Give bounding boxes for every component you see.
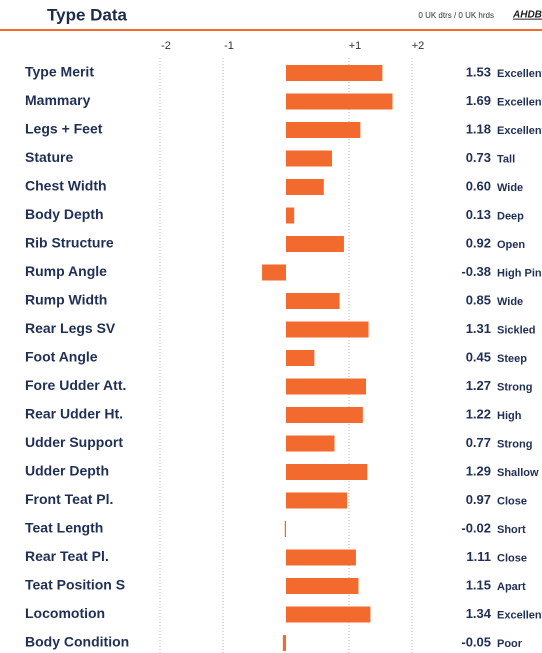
bar: [286, 378, 367, 395]
logo: AHDB: [512, 10, 542, 21]
value-label: -0.05: [461, 634, 491, 649]
x-tick-label: +1: [349, 40, 362, 52]
row-label: Locomotion: [25, 605, 105, 621]
row-label: Rump Angle: [25, 263, 107, 279]
descriptor: Strong: [497, 438, 532, 450]
descriptor: Tall: [497, 153, 515, 165]
descriptor: Sickled: [497, 324, 536, 336]
bar: [286, 207, 295, 224]
row-label: Rear Legs SV: [25, 320, 116, 336]
bar: [286, 407, 363, 423]
value-label: 0.73: [466, 150, 491, 165]
bar: [286, 321, 369, 338]
row-label: Rear Udder Ht.: [25, 406, 123, 422]
row-label: Udder Depth: [25, 463, 109, 479]
descriptor: Wide: [497, 182, 523, 194]
row-label: Rib Structure: [25, 235, 114, 251]
x-tick-label: -2: [161, 40, 171, 52]
value-label: 1.27: [466, 378, 491, 393]
bar: [286, 606, 371, 623]
descriptor: Excellent: [497, 96, 542, 108]
bar: [286, 65, 383, 81]
value-label: 1.15: [466, 577, 491, 592]
row-label: Front Teat Pl.: [25, 491, 113, 507]
bar: [286, 122, 361, 138]
row-label: Udder Support: [25, 434, 123, 450]
descriptor: Apart: [497, 581, 526, 593]
value-label: 1.34: [466, 606, 492, 621]
value-label: 1.11: [466, 549, 491, 564]
bar: [284, 521, 286, 537]
value-label: -0.38: [461, 264, 491, 279]
row-label: Chest Width: [25, 178, 107, 194]
bar: [286, 435, 335, 452]
descriptor: Close: [497, 552, 527, 564]
descriptor: Excellent: [497, 609, 542, 621]
subtitle: 0 UK dtrs / 0 UK hrds: [418, 11, 494, 20]
value-label: 0.77: [466, 435, 491, 450]
value-label: 0.45: [466, 349, 491, 364]
descriptor: Close: [497, 495, 527, 507]
value-label: 0.85: [466, 292, 491, 307]
value-label: 0.13: [466, 207, 491, 222]
bar: [286, 236, 344, 252]
bar: [286, 350, 315, 366]
descriptor: Deep: [497, 210, 524, 222]
value-label: 1.22: [466, 406, 491, 421]
descriptor: Poor: [497, 638, 523, 650]
bar: [286, 293, 340, 309]
header-rule: [0, 29, 542, 31]
value-label: 1.31: [466, 321, 491, 336]
bar: [262, 264, 286, 281]
descriptor: Strong: [497, 381, 532, 393]
value-label: 0.97: [466, 492, 491, 507]
row-label: Type Merit: [25, 64, 94, 80]
descriptor: Wide: [497, 296, 523, 308]
row-label: Stature: [25, 149, 73, 165]
value-label: 1.29: [466, 463, 491, 478]
row-label: Rear Teat Pl.: [25, 548, 109, 564]
x-tick-label: +2: [412, 40, 425, 52]
row-label: Foot Angle: [25, 349, 98, 365]
value-label: 1.53: [466, 64, 491, 79]
descriptor: Excellent: [497, 68, 542, 80]
row-label: Legs + Feet: [25, 121, 103, 137]
bar: [286, 549, 356, 566]
chart-title: Type Data: [47, 5, 128, 24]
bar: [286, 492, 348, 509]
bar: [282, 635, 286, 651]
descriptor: Short: [497, 524, 526, 536]
bar: [286, 93, 393, 110]
value-label: 0.60: [466, 178, 491, 193]
value-label: 1.69: [466, 93, 491, 108]
bar: [286, 578, 359, 594]
row-label: Teat Position S: [25, 577, 125, 593]
row-label: Fore Udder Att.: [25, 377, 126, 393]
row-label: Body Depth: [25, 206, 104, 222]
bar: [286, 150, 332, 167]
descriptor: Open: [497, 239, 525, 251]
row-label: Teat Length: [25, 520, 103, 536]
value-label: 0.92: [466, 235, 491, 250]
descriptor: High: [497, 410, 522, 422]
row-label: Body Condition: [25, 634, 129, 650]
descriptor: Shallow: [497, 467, 539, 479]
descriptor: Excellent: [497, 125, 542, 137]
row-label: Rump Width: [25, 292, 107, 308]
x-tick-label: -1: [224, 40, 234, 52]
bar: [286, 179, 324, 195]
bar: [286, 464, 368, 480]
descriptor: High Pins: [497, 267, 542, 279]
descriptor: Steep: [497, 353, 527, 365]
value-label: 1.18: [466, 121, 491, 136]
row-label: Mammary: [25, 92, 91, 108]
value-label: -0.02: [461, 520, 491, 535]
